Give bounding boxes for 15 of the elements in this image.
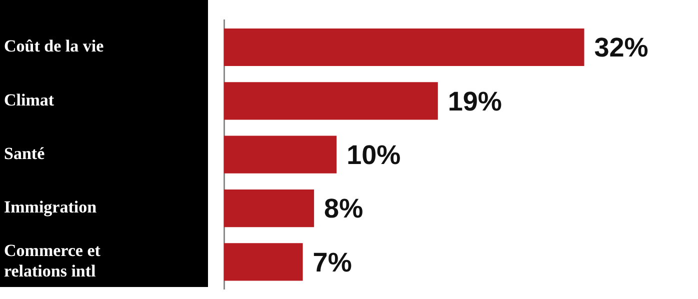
bar (224, 243, 303, 281)
bar (224, 82, 438, 120)
bar (224, 189, 314, 228)
bar (224, 28, 584, 66)
data-label: 19% (448, 86, 502, 116)
data-label: 10% (346, 140, 401, 170)
y-tick-label: Climat (4, 90, 54, 110)
data-label: 8% (324, 194, 364, 224)
data-label: 32% (594, 32, 648, 63)
y-tick-label: Commerce et relations intl (4, 241, 101, 281)
data-label: 7% (312, 247, 352, 278)
bar (224, 136, 337, 174)
y-tick-label: Santé (4, 144, 46, 163)
y-tick-label: Coût de la vie (4, 36, 104, 56)
y-tick-label: Immigration (4, 198, 98, 217)
